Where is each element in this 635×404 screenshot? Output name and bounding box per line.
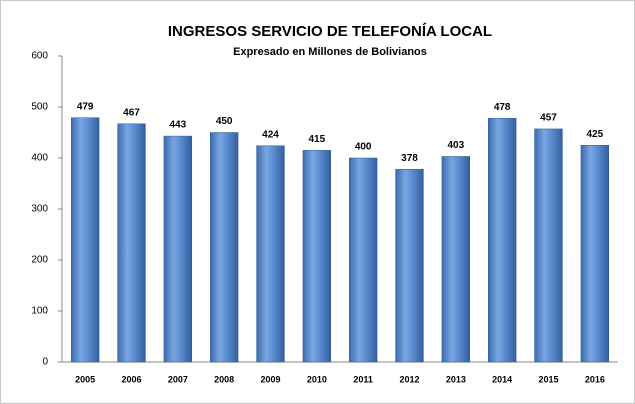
x-tick-label: 2015 (538, 374, 558, 384)
data-label: 425 (586, 129, 603, 140)
bar (534, 128, 563, 363)
bar (302, 150, 331, 363)
bar (71, 117, 100, 363)
data-label: 479 (77, 101, 94, 112)
bar (256, 145, 285, 363)
y-tick-label: 300 (31, 204, 48, 215)
data-label: 378 (401, 153, 418, 164)
y-tick-label: 600 (31, 51, 48, 62)
bar (349, 157, 378, 363)
x-tick-label: 2013 (446, 374, 466, 384)
bar (580, 145, 609, 363)
chart-title: INGRESOS SERVICIO DE TELEFONÍA LOCAL (168, 23, 492, 40)
bar (395, 168, 424, 363)
x-tick-label: 2012 (399, 374, 419, 384)
bar (163, 135, 192, 363)
data-label: 467 (123, 107, 140, 118)
bar (210, 132, 239, 363)
y-tick-label: 200 (31, 255, 48, 266)
x-tick-label: 2010 (307, 374, 327, 384)
x-tick-label: 2007 (168, 374, 188, 384)
data-label: 443 (169, 120, 186, 131)
data-label: 478 (494, 102, 511, 113)
data-label: 400 (355, 142, 372, 153)
bar (488, 117, 517, 363)
y-tick-label: 0 (42, 357, 48, 368)
x-tick-label: 2016 (585, 374, 605, 384)
data-label: 450 (216, 116, 233, 127)
y-tick-label: 500 (31, 102, 48, 113)
x-tick-label: 2008 (214, 374, 234, 384)
x-tick-label: 2005 (75, 374, 95, 384)
data-label: 403 (447, 140, 464, 151)
x-tick-label: 2014 (492, 374, 512, 384)
x-tick-label: 2009 (260, 374, 280, 384)
bar (441, 156, 470, 363)
y-tick-label: 100 (31, 306, 48, 317)
y-tick-label: 400 (31, 153, 48, 164)
data-label: 415 (308, 134, 325, 145)
x-tick-label: 2011 (353, 374, 373, 384)
bar (117, 123, 146, 363)
data-label: 457 (540, 113, 557, 124)
x-tick-label: 2006 (121, 374, 141, 384)
data-label: 424 (262, 129, 279, 140)
chart-subtitle: Expresado en Millones de Bolivianos (233, 46, 427, 58)
